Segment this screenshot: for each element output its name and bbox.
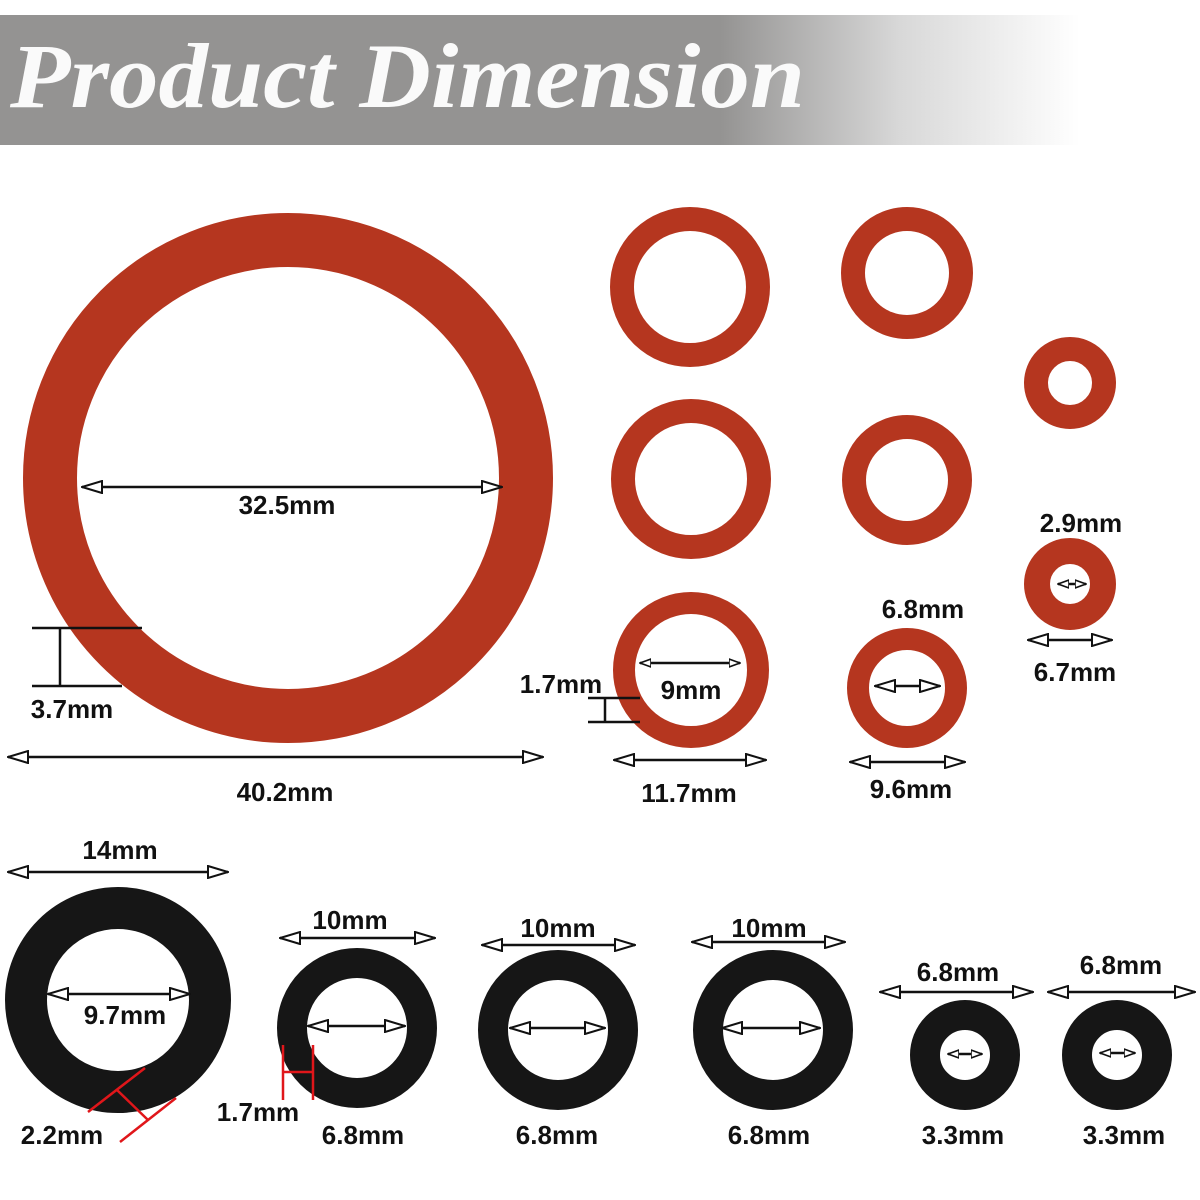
label-black-outer: 10mm <box>731 913 806 943</box>
red-bracket-section <box>281 1045 315 1100</box>
black-ring <box>910 1000 1020 1110</box>
red-bracket-section <box>87 1067 177 1143</box>
label-medium-section: 1.7mm <box>520 669 602 699</box>
bracket-section <box>32 626 142 688</box>
label-black-inner: 9.7mm <box>84 1000 166 1030</box>
header-banner <box>0 15 1200 145</box>
label-black-section: 2.2mm <box>21 1120 103 1150</box>
header-title: Product Dimension <box>9 25 805 127</box>
label-tiny-outer: 6.7mm <box>1034 657 1116 687</box>
label-tiny-inner: 2.9mm <box>1040 508 1122 538</box>
dimension-arrows <box>8 487 1195 1143</box>
label-black-outer: 14mm <box>82 835 157 865</box>
label-black-inner: 6.8mm <box>728 1120 810 1150</box>
label-small-outer: 9.6mm <box>870 774 952 804</box>
red-ring <box>841 207 973 339</box>
black-ring <box>277 948 437 1108</box>
label-black-outer: 10mm <box>312 905 387 935</box>
label-large-section: 3.7mm <box>31 694 113 724</box>
label-medium-inner: 9mm <box>661 675 722 705</box>
red-ring-small <box>847 628 967 748</box>
label-small-inner: 6.8mm <box>882 594 964 624</box>
black-ring <box>478 950 638 1110</box>
label-black-inner: 3.3mm <box>1083 1120 1165 1150</box>
bracket-section <box>588 696 640 724</box>
red-ring <box>1024 337 1116 429</box>
label-black-outer: 6.8mm <box>917 957 999 987</box>
red-ring-large <box>23 213 553 743</box>
red-ring <box>611 399 771 559</box>
red-ring-medium <box>613 592 769 748</box>
label-black-inner: 6.8mm <box>322 1120 404 1150</box>
label-black-outer: 10mm <box>520 913 595 943</box>
label-black-section: 1.7mm <box>217 1097 299 1127</box>
dimension-labels: 32.5mm 3.7mm 40.2mm 1.7mm 9mm 11.7mm 6.8… <box>21 490 1165 1150</box>
label-large-outer: 40.2mm <box>237 777 334 807</box>
label-medium-outer: 11.7mm <box>641 778 736 808</box>
label-black-inner: 6.8mm <box>516 1120 598 1150</box>
red-ring <box>842 415 972 545</box>
red-rings <box>23 207 1116 748</box>
red-ring <box>610 207 770 367</box>
black-ring <box>1062 1000 1172 1110</box>
label-black-inner: 3.3mm <box>922 1120 1004 1150</box>
black-ring <box>693 950 853 1110</box>
red-ring-tiny <box>1024 538 1116 630</box>
label-large-inner: 32.5mm <box>239 490 336 520</box>
label-black-outer: 6.8mm <box>1080 950 1162 980</box>
